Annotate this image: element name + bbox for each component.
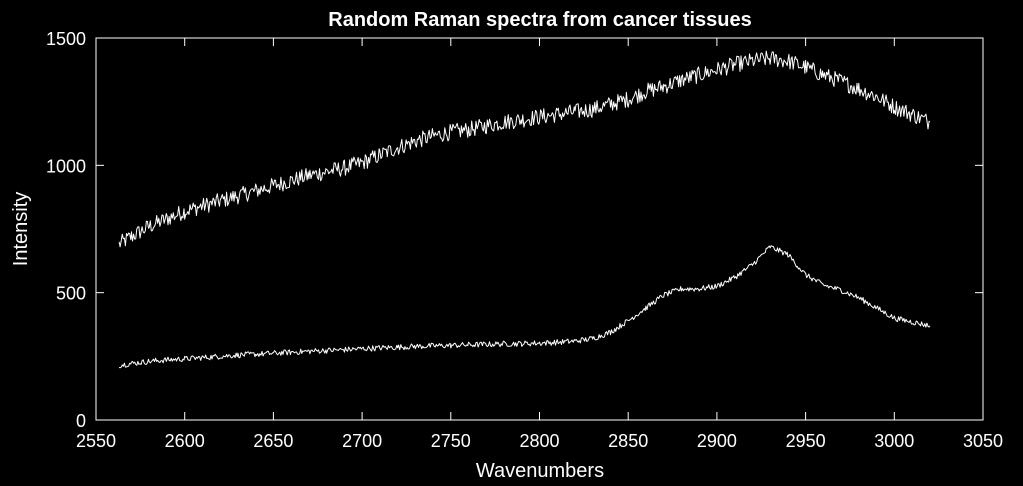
x-tick-label: 3000	[874, 431, 914, 451]
x-tick-label: 2550	[76, 431, 116, 451]
x-axis-label: Wavenumbers	[476, 460, 604, 482]
y-axis-label: Intensity	[10, 192, 32, 266]
y-tick-label: 1000	[46, 156, 86, 176]
y-tick-label: 500	[56, 284, 86, 304]
x-tick-label: 2650	[253, 431, 293, 451]
x-tick-label: 2800	[519, 431, 559, 451]
plot-area: 2550 2600 2650 2700 2750 2800 2850 2900 2950 3000…	[46, 29, 1003, 451]
x-tick-label: 2850	[608, 431, 648, 451]
x-tick-label: 3050	[963, 431, 1003, 451]
x-tick-label: 2600	[165, 431, 205, 451]
y-tick-label: 0	[76, 411, 86, 431]
x-tick-label: 2900	[697, 431, 737, 451]
series-line-1	[118, 50, 931, 248]
chart-title: Random Raman spectra from cancer tissues	[328, 9, 752, 31]
series-line-2	[118, 245, 931, 369]
x-tick-label: 2950	[786, 431, 826, 451]
x-tick-label: 2750	[431, 431, 471, 451]
x-tick-label: 2700	[342, 431, 382, 451]
y-tick-label: 1500	[46, 29, 86, 49]
